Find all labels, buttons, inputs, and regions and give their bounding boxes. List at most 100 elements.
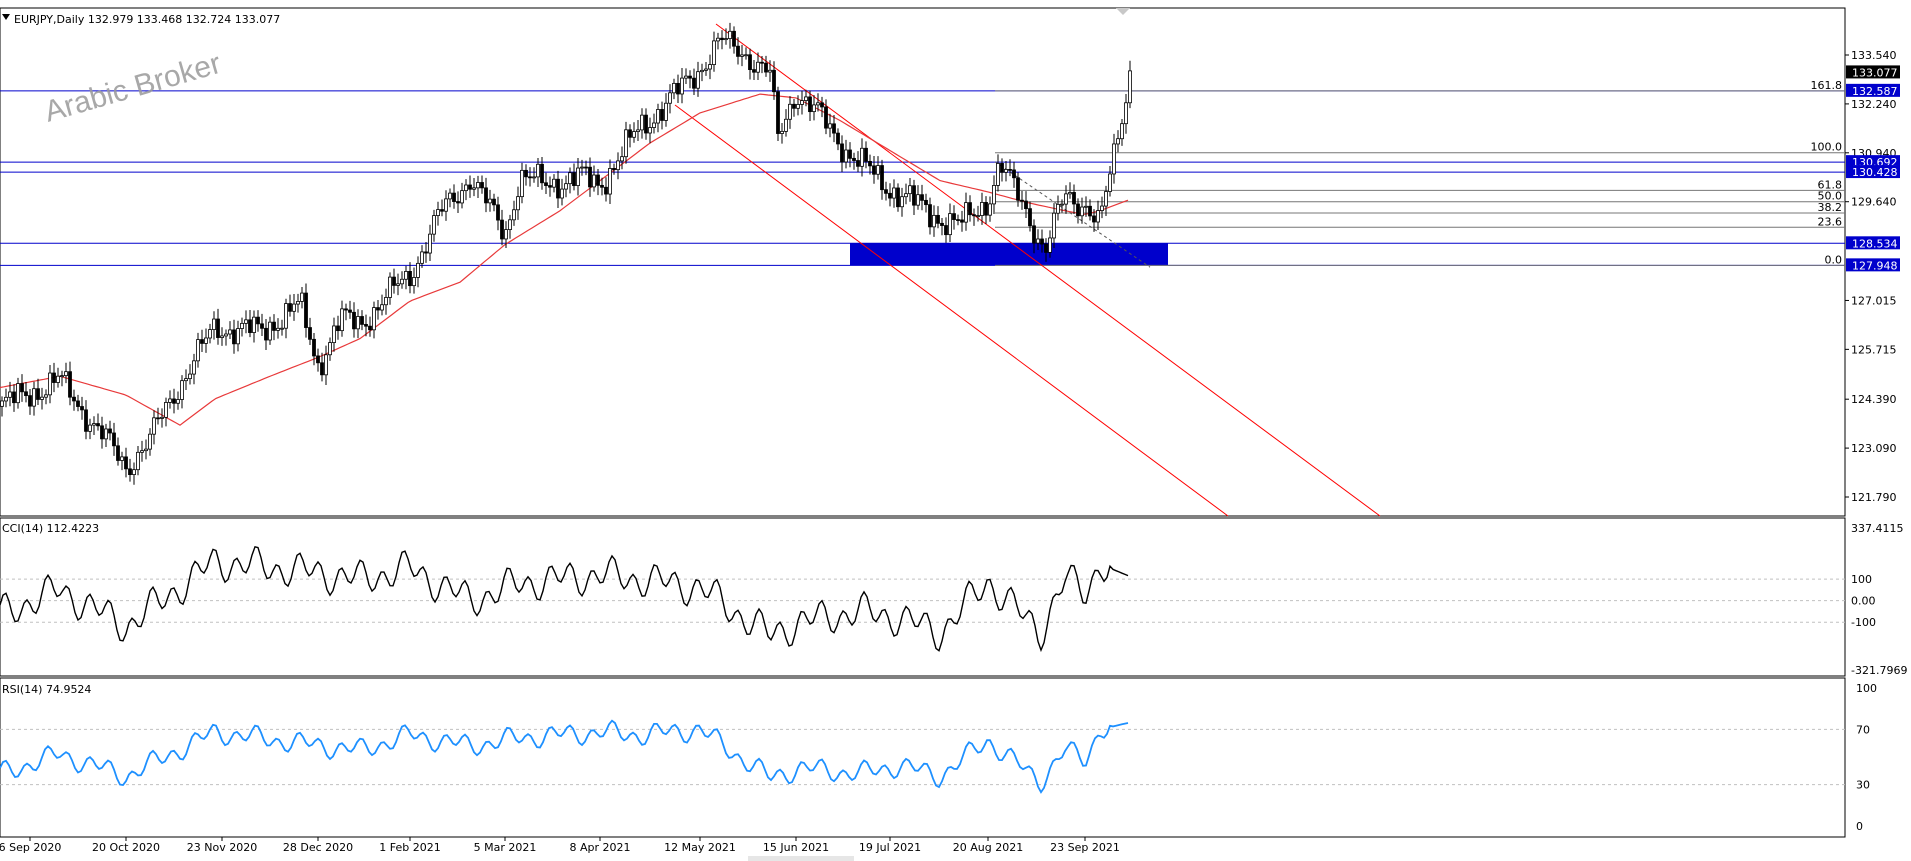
candle[interactable] [936,206,940,229]
candle[interactable] [292,294,296,321]
candle[interactable] [356,309,360,339]
candle[interactable] [476,175,480,198]
candle[interactable] [492,193,496,212]
candle[interactable] [1060,199,1064,213]
candle[interactable] [568,167,572,194]
candle[interactable] [564,175,568,198]
candle[interactable] [192,353,196,385]
candle[interactable] [0,396,4,417]
candle[interactable] [820,96,824,118]
candle[interactable] [148,428,152,456]
candle[interactable] [380,294,384,316]
candle[interactable] [436,201,440,226]
candle[interactable] [372,301,376,339]
candle[interactable] [740,44,744,67]
candle[interactable] [344,303,348,321]
dropdown-triangle-icon[interactable] [2,14,10,20]
candle[interactable] [420,245,424,268]
candle[interactable] [708,54,712,80]
candle[interactable] [36,378,40,405]
candle[interactable] [656,103,660,133]
candle[interactable] [412,267,416,294]
candle[interactable] [1084,196,1088,217]
candle[interactable] [504,221,508,249]
candle[interactable] [876,156,880,180]
candle[interactable] [932,205,936,237]
candle[interactable] [500,209,504,246]
candle[interactable] [72,389,76,411]
candle[interactable] [868,154,872,175]
candle[interactable] [276,318,280,339]
candle[interactable] [676,74,680,103]
candle[interactable] [1000,158,1004,182]
candle[interactable] [1088,199,1092,221]
candle[interactable] [644,108,648,140]
candle[interactable] [80,396,84,420]
candle[interactable] [852,152,856,170]
candle[interactable] [88,418,92,440]
candle[interactable] [424,242,428,263]
candle[interactable] [824,99,828,135]
candle[interactable] [560,178,564,206]
candle[interactable] [620,146,624,170]
candle[interactable] [944,217,948,243]
candle[interactable] [204,328,208,353]
candle[interactable] [156,407,160,425]
candle[interactable] [524,164,528,186]
candle[interactable] [744,47,748,60]
candle[interactable] [684,68,688,85]
candle[interactable] [384,288,388,315]
candle[interactable] [392,268,396,294]
candle[interactable] [160,408,164,428]
candle[interactable] [1040,229,1044,253]
candle[interactable] [528,167,532,187]
candle[interactable] [640,108,644,139]
candle[interactable] [780,123,784,144]
candle[interactable] [28,388,32,415]
candle[interactable] [1072,184,1076,214]
candle[interactable] [920,184,924,211]
candle[interactable] [856,151,860,173]
candle[interactable] [580,159,584,176]
candle[interactable] [1116,130,1120,153]
candle[interactable] [652,113,656,134]
candle[interactable] [752,59,756,81]
candle[interactable] [664,93,668,127]
candle[interactable] [172,388,176,414]
candle[interactable] [732,26,736,54]
candle[interactable] [728,22,732,49]
candle[interactable] [92,416,96,436]
candle[interactable] [612,163,616,175]
candle[interactable] [288,294,292,317]
candle[interactable] [512,200,516,226]
candle[interactable] [808,90,812,122]
candle[interactable] [452,184,456,209]
candle[interactable] [124,447,128,478]
candle[interactable] [1052,203,1056,249]
candle[interactable] [404,265,408,290]
candle[interactable] [576,158,580,196]
candle[interactable] [196,332,200,368]
candle[interactable] [1108,166,1112,197]
candle[interactable] [912,179,916,215]
candle[interactable] [84,400,88,440]
candle[interactable] [516,186,520,220]
rsi-pane[interactable] [0,677,1846,838]
candle[interactable] [696,61,700,97]
candle[interactable] [816,93,820,112]
candle[interactable] [176,391,180,410]
candle[interactable] [312,332,316,366]
candle[interactable] [444,190,448,221]
candle[interactable] [68,361,72,406]
candle[interactable] [256,310,260,332]
candle[interactable] [284,298,288,339]
candle[interactable] [100,416,104,449]
candle[interactable] [456,191,460,214]
candle[interactable] [4,388,8,408]
candle[interactable] [548,176,552,197]
candle[interactable] [1080,197,1084,224]
channel-lower-line[interactable] [674,104,1229,517]
candle[interactable] [636,119,640,142]
candle[interactable] [592,165,596,192]
candle[interactable] [280,319,284,336]
